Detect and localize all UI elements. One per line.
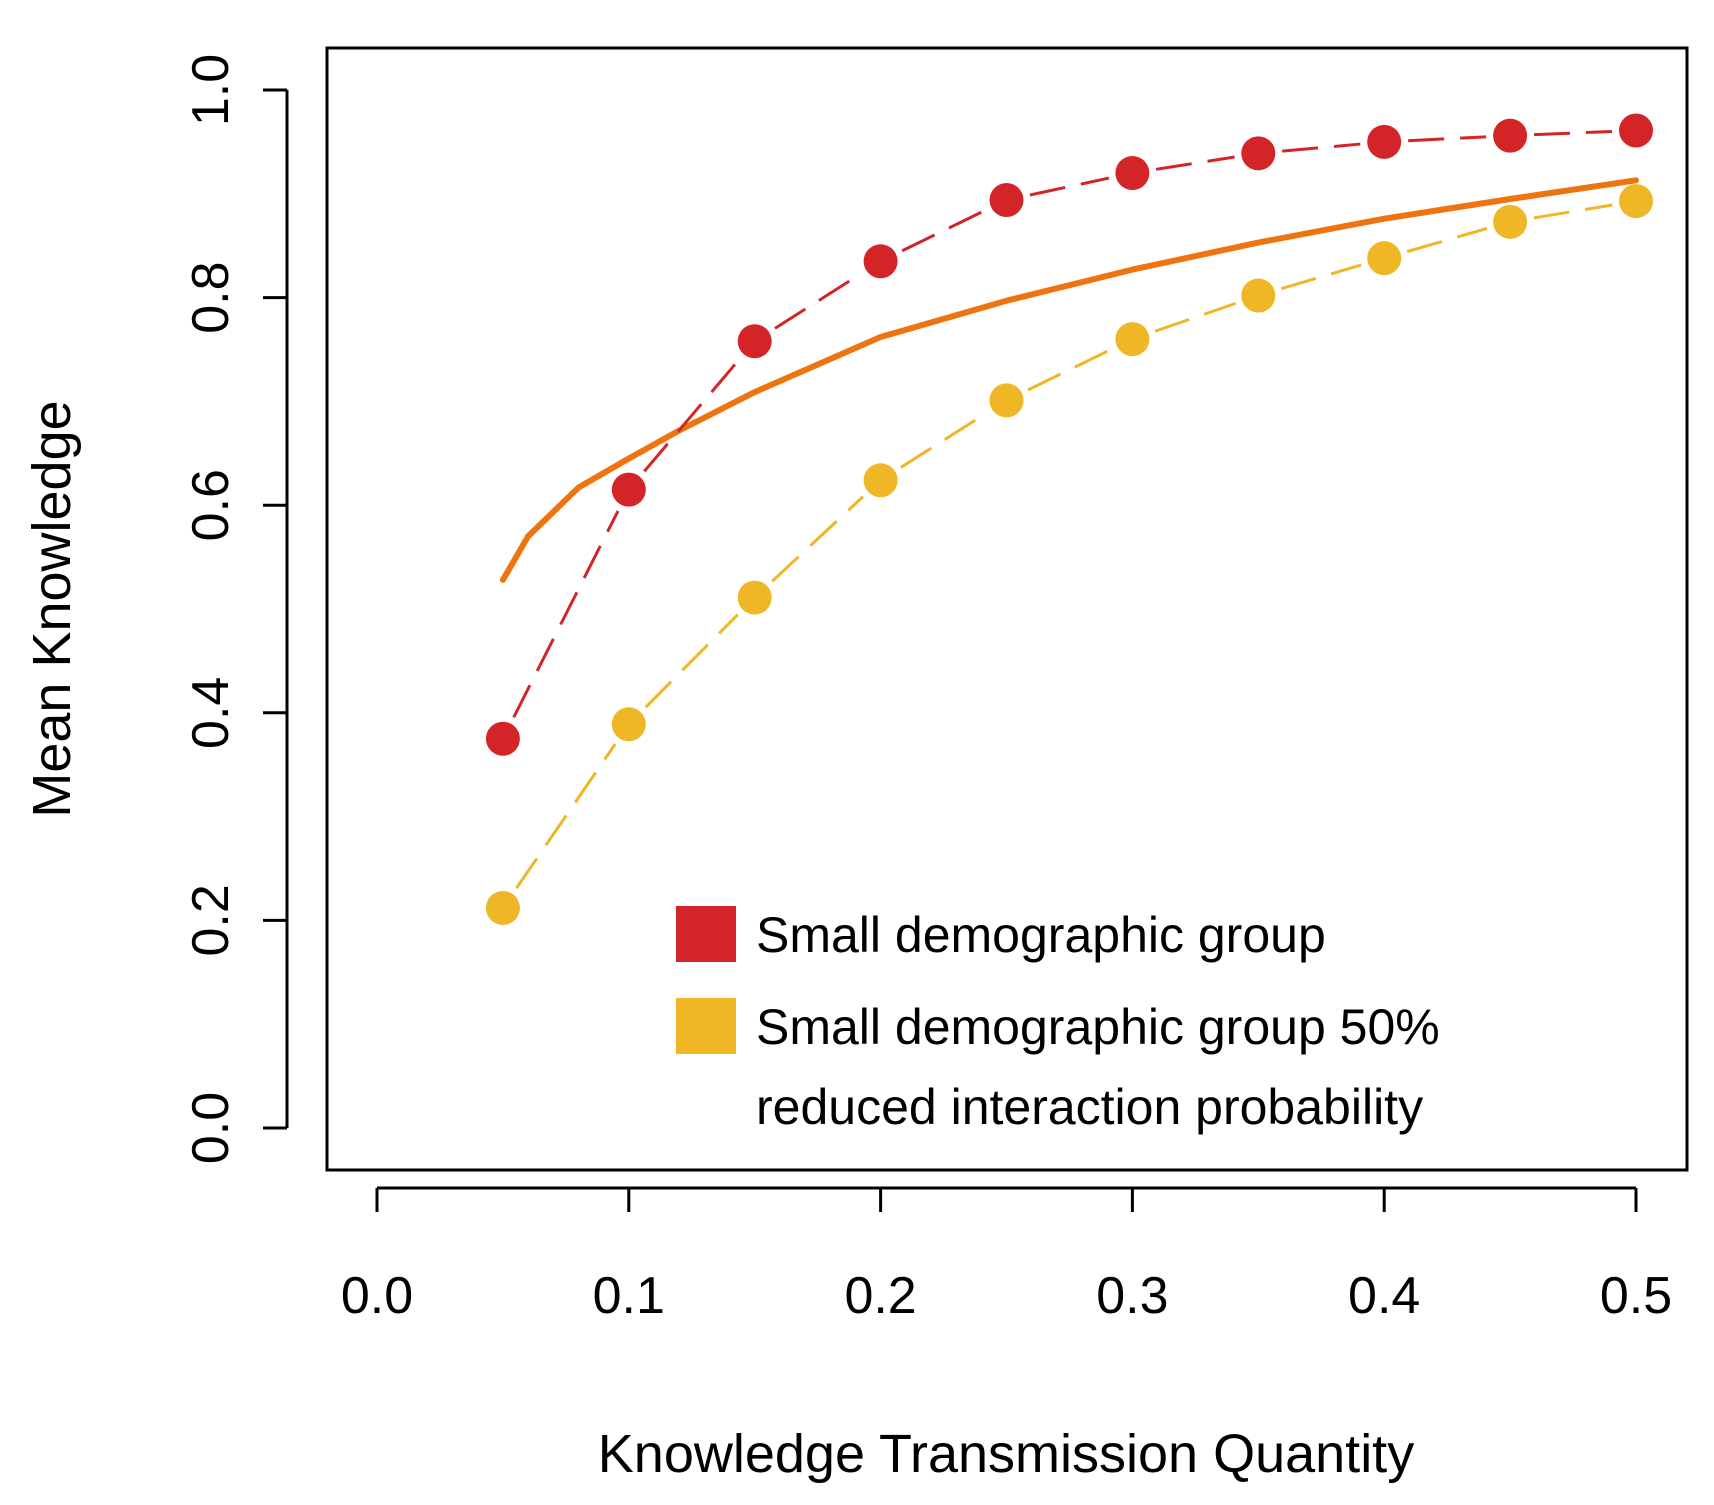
series-small-group	[485, 113, 1653, 756]
series-segment	[1408, 135, 1487, 143]
legend-swatch	[676, 998, 736, 1054]
x-tick-label: 0.0	[341, 1267, 413, 1325]
series-segment	[771, 495, 865, 583]
x-tick-label: 0.5	[1600, 1267, 1672, 1325]
y-tick-label: 0.8	[182, 261, 240, 333]
data-point	[989, 183, 1024, 218]
y-tick-label: 0.0	[182, 1092, 240, 1164]
series-segment	[901, 209, 986, 253]
data-point	[1115, 156, 1150, 191]
data-point	[1241, 136, 1276, 171]
legend: Small demographic group Small demographic…	[676, 906, 1440, 1135]
x-axis-title: Knowledge Transmission Quantity	[598, 1424, 1414, 1484]
fitted-curve-line	[499, 177, 1639, 583]
data-point	[989, 383, 1024, 418]
data-point	[737, 324, 772, 359]
data-point	[1367, 241, 1402, 276]
data-point	[611, 707, 646, 742]
x-tick-label: 0.4	[1348, 1267, 1420, 1325]
data-point	[863, 244, 898, 279]
plot-frame	[325, 46, 1689, 1172]
legend-label: Small demographic group 50%	[756, 999, 1440, 1055]
series-segment	[643, 358, 741, 473]
series-segment	[1029, 176, 1110, 197]
series-layer	[485, 113, 1653, 925]
data-point	[1493, 204, 1528, 239]
data-point	[485, 721, 520, 756]
series-segment	[1154, 301, 1237, 333]
series-segment	[1027, 348, 1112, 392]
series-segment	[1280, 263, 1362, 291]
series-small-group-reduced	[485, 184, 1653, 925]
y-tick-label: 0.2	[182, 884, 240, 956]
y-tick-label: 1.0	[182, 54, 240, 126]
data-point	[1493, 118, 1528, 153]
series-segment	[900, 411, 988, 469]
data-point	[737, 580, 772, 615]
data-point	[611, 472, 646, 507]
series-segment	[1282, 142, 1361, 153]
legend-swatch	[676, 906, 736, 962]
y-axis: 0.0 0.2 0.4 0.6 0.8 1.0	[182, 54, 289, 1164]
series-segment	[1534, 129, 1613, 137]
legend-label: reduced interaction probability	[756, 1079, 1423, 1135]
x-axis: 0.0 0.1 0.2 0.3 0.4 0.5	[341, 1186, 1672, 1325]
series-segment	[512, 510, 620, 719]
data-point	[1115, 322, 1150, 357]
series-segment	[644, 613, 739, 709]
series-segment	[1155, 155, 1235, 171]
data-point	[1619, 113, 1653, 148]
y-tick-label: 0.6	[182, 469, 240, 541]
data-point	[485, 890, 520, 925]
series-segment	[774, 272, 862, 330]
data-point	[863, 463, 898, 498]
series-segment	[1533, 203, 1613, 220]
series-segment	[1406, 227, 1488, 253]
data-point	[1241, 278, 1276, 313]
x-tick-label: 0.3	[1096, 1267, 1168, 1325]
data-point	[1619, 184, 1653, 219]
x-tick-label: 0.2	[844, 1267, 916, 1325]
legend-label: Small demographic group	[756, 907, 1326, 963]
x-tick-label: 0.1	[593, 1267, 665, 1325]
data-point	[1367, 124, 1402, 159]
y-tick-label: 0.4	[182, 677, 240, 749]
y-axis-title: Mean Knowledge	[22, 400, 82, 817]
series-segment	[515, 743, 617, 889]
